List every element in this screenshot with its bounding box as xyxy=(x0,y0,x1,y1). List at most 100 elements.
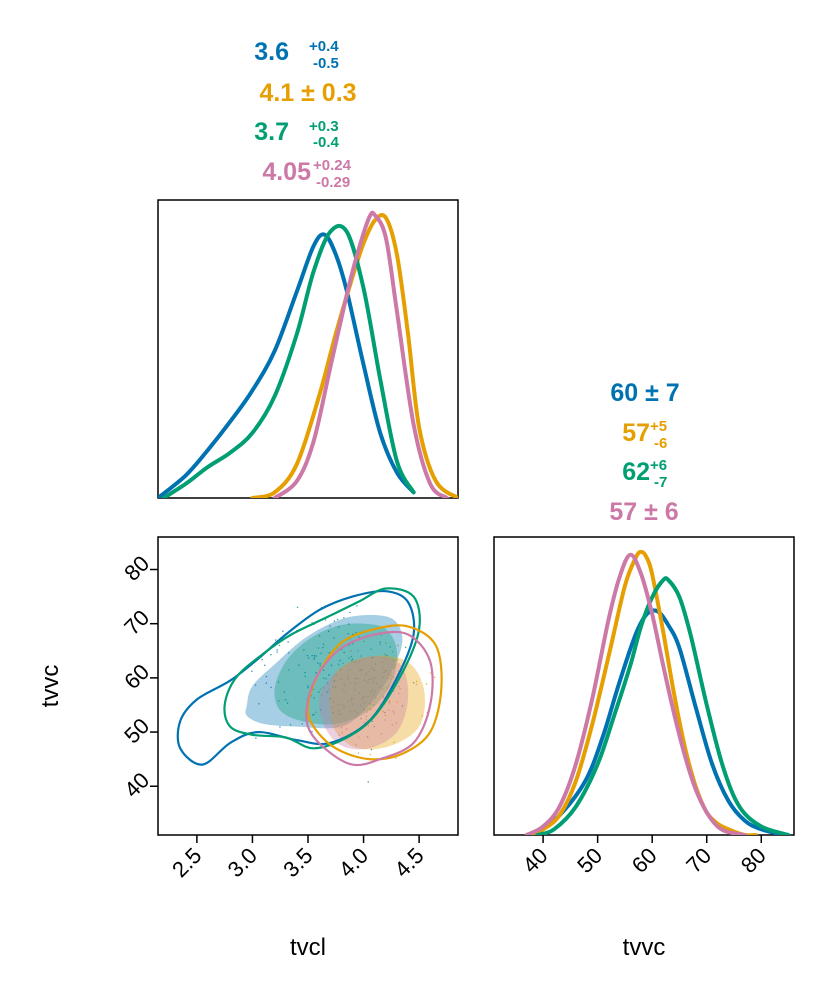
scatter-point-chain1 xyxy=(412,682,415,684)
scatter-point-chain1 xyxy=(338,626,340,628)
scatter-point-chain3 xyxy=(326,691,329,693)
scatter-point-chain4 xyxy=(368,702,371,705)
scatter-point-chain4 xyxy=(347,700,349,702)
scatter-point-chain3 xyxy=(340,668,342,671)
marginal-tvcl-frame xyxy=(157,199,459,499)
scatter-point-chain1 xyxy=(328,674,330,676)
scatter-point-chain3 xyxy=(336,618,339,621)
scatter-point-chain3 xyxy=(372,657,374,659)
summary-tvcl-chain3-minus: -0.4 xyxy=(313,134,340,151)
scatter-point-chain2 xyxy=(357,678,359,680)
y-tick-label: 40 xyxy=(119,767,154,802)
scatter-point-chain3 xyxy=(354,682,356,684)
scatter-point-chain3 xyxy=(343,617,345,619)
scatter-point-chain2 xyxy=(369,753,371,756)
scatter-point-chain4 xyxy=(358,692,360,694)
joint-x-axis: 2.5 3.0 3.5 4.0 4.5 xyxy=(167,835,429,882)
joint-filled-regions xyxy=(245,614,426,750)
scatter-point-chain2 xyxy=(328,689,330,691)
scatter-point-chain4 xyxy=(362,696,364,698)
scatter-point-chain1 xyxy=(360,717,362,720)
scatter-point-chain4 xyxy=(360,655,362,657)
scatter-point-chain3 xyxy=(351,642,354,645)
x-tick-label: 50 xyxy=(572,843,607,878)
scatter-point-chain2 xyxy=(370,703,372,705)
scatter-point-chain1 xyxy=(315,672,317,674)
summary-tvcl-chain2-text: 4.1 ± 0.3 xyxy=(259,79,356,107)
contour-outline-chain2 xyxy=(306,624,443,761)
scatter-point-chain3 xyxy=(277,681,280,683)
scatter-point-chain4 xyxy=(375,697,377,699)
scatter-point-chain4 xyxy=(341,726,343,729)
x-tick-label: 4.5 xyxy=(389,843,428,882)
summary-tvvc-chain1-text: 60 ± 7 xyxy=(610,379,679,407)
scatter-point-chain4 xyxy=(347,678,349,680)
scatter-point-chain2 xyxy=(388,677,390,679)
summary-tvvc-chain3-value: 62 xyxy=(622,458,650,486)
scatter-point-chain4 xyxy=(388,685,390,687)
y-tick-label: 70 xyxy=(119,605,154,640)
scatter-point-chain3 xyxy=(301,723,303,725)
scatter-point-chain2 xyxy=(381,661,384,663)
scatter-point-chain1 xyxy=(319,663,321,665)
scatter-point-chain1 xyxy=(339,659,341,662)
x-tick-label: 40 xyxy=(518,843,553,878)
contour-outline-chain4 xyxy=(305,630,434,767)
scatter-point-chain4 xyxy=(349,711,352,713)
scatter-point-chain2 xyxy=(385,642,387,644)
scatter-point-chain3 xyxy=(338,663,340,666)
filled-region-chain1 xyxy=(245,614,403,729)
scatter-point-chain3 xyxy=(358,636,360,638)
scatter-point-chain4 xyxy=(343,684,345,686)
scatter-point-chain2 xyxy=(379,686,381,688)
scatter-point-chain2 xyxy=(341,703,343,705)
scatter-point-chain3 xyxy=(348,657,350,659)
scatter-point-chain2 xyxy=(392,659,394,661)
scatter-point-chain4 xyxy=(352,703,354,705)
scatter-point-chain2 xyxy=(397,644,399,646)
scatter-point-chain2 xyxy=(370,709,372,711)
scatter-point-chain2 xyxy=(361,698,363,700)
scatter-point-chain1 xyxy=(371,720,373,722)
scatter-point-chain3 xyxy=(276,651,278,653)
y-tick-label: 50 xyxy=(119,713,154,748)
scatter-point-chain3 xyxy=(350,655,352,658)
scatter-point-chain4 xyxy=(374,691,376,693)
scatter-point-chain3 xyxy=(370,648,372,650)
scatter-point-chain1 xyxy=(286,702,289,704)
scatter-point-chain3 xyxy=(374,663,376,665)
scatter-point-chain2 xyxy=(319,688,321,690)
y-tick-label: 80 xyxy=(119,551,154,586)
scatter-point-chain3 xyxy=(386,687,388,689)
scatter-point-chain1 xyxy=(349,611,351,614)
scatter-point-chain2 xyxy=(395,757,397,759)
scatter-point-chain3 xyxy=(384,670,387,672)
scatter-point-chain2 xyxy=(348,669,351,671)
x-tick-label: 60 xyxy=(627,843,662,878)
scatter-point-chain3 xyxy=(340,648,343,651)
density-curve-chain2 xyxy=(250,213,458,498)
scatter-point-chain3 xyxy=(278,644,281,647)
scatter-point-chain1 xyxy=(322,643,325,645)
x-tick-label: 2.5 xyxy=(167,843,206,882)
scatter-point-chain3 xyxy=(373,726,375,728)
scatter-point-chain1 xyxy=(279,726,281,728)
scatter-point-chain2 xyxy=(382,666,385,669)
scatter-point-chain4 xyxy=(342,689,344,691)
scatter-point-chain2 xyxy=(367,725,369,727)
scatter-point-chain1 xyxy=(327,630,330,632)
density-curve-chain2 xyxy=(524,549,758,835)
scatter-point-chain2 xyxy=(363,702,365,704)
scatter-point-chain2 xyxy=(363,696,365,698)
scatter-point-chain1 xyxy=(276,649,278,651)
scatter-point-chain2 xyxy=(354,677,356,680)
scatter-point-chain2 xyxy=(344,692,346,694)
scatter-point-chain4 xyxy=(367,696,369,698)
scatter-point-chain4 xyxy=(372,677,374,679)
scatter-point-chain1 xyxy=(298,664,300,666)
scatter-point-chain2 xyxy=(371,689,373,692)
scatter-point-chain2 xyxy=(382,677,385,679)
scatter-point-chain4 xyxy=(374,677,377,679)
scatter-point-chain3 xyxy=(338,709,340,711)
summary-tvcl-chain1-minus: -0.5 xyxy=(313,55,339,72)
